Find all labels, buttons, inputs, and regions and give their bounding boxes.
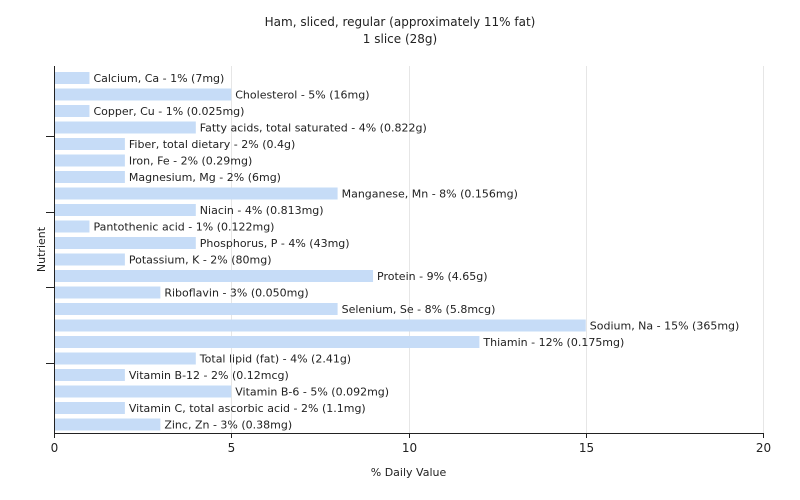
bar-label: Total lipid (fat) - 4% (2.41g) xyxy=(199,353,351,366)
bar xyxy=(55,253,125,266)
y-axis-title: Nutrient xyxy=(35,226,48,272)
bar xyxy=(55,237,196,249)
bar xyxy=(55,352,196,365)
bar xyxy=(55,121,196,134)
bar-label: Zinc, Zn - 3% (0.38mg) xyxy=(164,419,292,432)
bar-label: Protein - 9% (4.65g) xyxy=(377,270,488,283)
x-axis-title: % Daily Value xyxy=(371,466,447,479)
bar-label: Fatty acids, total saturated - 4% (0.822… xyxy=(200,122,427,135)
bar xyxy=(55,369,125,381)
bar-label: Cholesterol - 5% (16mg) xyxy=(235,89,369,102)
bar-label: Iron, Fe - 2% (0.29mg) xyxy=(129,155,252,168)
bar-label: Copper, Cu - 1% (0.025mg) xyxy=(93,105,244,118)
bar-label: Calcium, Ca - 1% (7mg) xyxy=(93,72,224,85)
bar xyxy=(55,385,232,398)
bar xyxy=(55,154,125,167)
bar xyxy=(55,303,338,315)
bar-label: Niacin - 4% (0.813mg) xyxy=(200,204,324,217)
bar-label: Vitamin B-6 - 5% (0.092mg) xyxy=(235,386,389,399)
bar-label: Selenium, Se - 8% (5.8mcg) xyxy=(342,303,496,316)
bar xyxy=(55,138,125,150)
bar-label: Sodium, Na - 15% (365mg) xyxy=(590,320,740,333)
x-tick-label: 0 xyxy=(51,441,59,455)
bar xyxy=(55,88,232,101)
x-tick-label: 5 xyxy=(228,441,236,455)
bar xyxy=(55,286,161,299)
bar-label: Vitamin C, total ascorbic acid - 2% (1.1… xyxy=(129,402,366,415)
chart-subtitle: 1 slice (28g) xyxy=(362,32,438,46)
bar-label: Vitamin B-12 - 2% (0.12mcg) xyxy=(129,369,289,382)
bar xyxy=(55,105,90,117)
bar-label: Potassium, K - 2% (80mg) xyxy=(129,254,272,267)
bar xyxy=(55,220,90,233)
bar-label: Fiber, total dietary - 2% (0.4g) xyxy=(129,138,295,151)
bar-label: Thiamin - 12% (0.175mg) xyxy=(482,336,624,349)
bar xyxy=(55,336,480,348)
x-tick-label: 20 xyxy=(756,441,771,455)
bar xyxy=(55,270,374,282)
bar-label: Magnesium, Mg - 2% (6mg) xyxy=(129,171,281,184)
bar-label: Riboflavin - 3% (0.050mg) xyxy=(164,287,308,300)
x-tick-label: 10 xyxy=(402,441,417,455)
bar xyxy=(55,204,196,216)
bar-label: Pantothenic acid - 1% (0.122mg) xyxy=(93,221,274,234)
bar-label: Phosphorus, P - 4% (43mg) xyxy=(200,237,350,250)
bar xyxy=(55,72,90,84)
chart-title: Ham, sliced, regular (approximately 11% … xyxy=(264,15,536,29)
bar-label: Manganese, Mn - 8% (0.156mg) xyxy=(342,188,518,201)
bar xyxy=(55,187,338,200)
bar xyxy=(55,171,125,183)
x-tick-label: 15 xyxy=(579,441,594,455)
bar xyxy=(55,319,586,332)
bar xyxy=(55,418,161,431)
bar xyxy=(55,402,125,414)
